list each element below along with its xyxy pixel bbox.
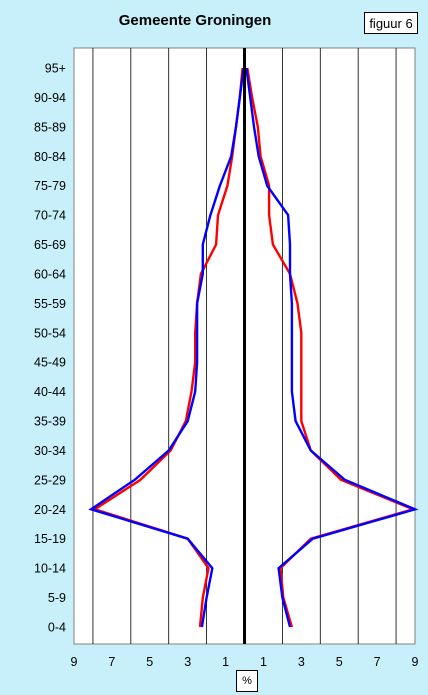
- y-tick-label: 85-89: [34, 120, 66, 134]
- y-tick-label: 70-74: [34, 209, 66, 223]
- blue-series-line-right: [245, 67, 419, 628]
- y-tick-label: 80-84: [34, 150, 66, 164]
- y-tick-label: 5-9: [48, 591, 66, 605]
- series-lines: [88, 67, 419, 628]
- y-tick-label: 45-49: [34, 356, 66, 370]
- x-tick-label: 9: [412, 655, 419, 669]
- x-tick-label: 5: [146, 655, 153, 669]
- x-tick-label: 3: [298, 655, 305, 669]
- y-tick-label: 75-79: [34, 179, 66, 193]
- grid-lines: [92, 48, 397, 644]
- y-tick-label: 50-54: [34, 326, 66, 340]
- y-tick-label: 35-39: [34, 415, 66, 429]
- figure-label: figuur 6: [364, 12, 418, 34]
- x-tick-label: 1: [260, 655, 267, 669]
- x-tick-label: 7: [374, 655, 381, 669]
- y-tick-label: 20-24: [34, 503, 66, 517]
- x-tick-label: 5: [336, 655, 343, 669]
- y-tick-label: 90-94: [34, 91, 66, 105]
- x-tick-label: 3: [184, 655, 191, 669]
- unit-label: %: [236, 670, 258, 692]
- x-tick-label: 1: [222, 655, 229, 669]
- blue-series-line-left: [88, 67, 245, 628]
- y-tick-label: 0-4: [48, 621, 66, 635]
- x-tick-label: 7: [108, 655, 115, 669]
- y-tick-label: 65-69: [34, 238, 66, 252]
- y-tick-label: 40-44: [34, 385, 66, 399]
- chart-title: Gemeente Groningen: [118, 12, 272, 29]
- x-tick-label: 9: [71, 655, 78, 669]
- y-tick-label: 15-19: [34, 532, 66, 546]
- y-tick-label: 10-14: [34, 562, 66, 576]
- y-tick-label: 30-34: [34, 444, 66, 458]
- y-tick-label: 25-29: [34, 473, 66, 487]
- x-tick-labels: 9 7 5 3 1 1 3 5 7 9: [71, 655, 419, 669]
- y-tick-label: 55-59: [34, 297, 66, 311]
- y-tick-labels: 0-4 5-9 10-14 15-19 20-24 25-29 30-34 35-39 40-4…: [34, 62, 66, 635]
- y-tick-label: 95+: [45, 62, 66, 76]
- y-tick-label: 60-64: [34, 267, 66, 281]
